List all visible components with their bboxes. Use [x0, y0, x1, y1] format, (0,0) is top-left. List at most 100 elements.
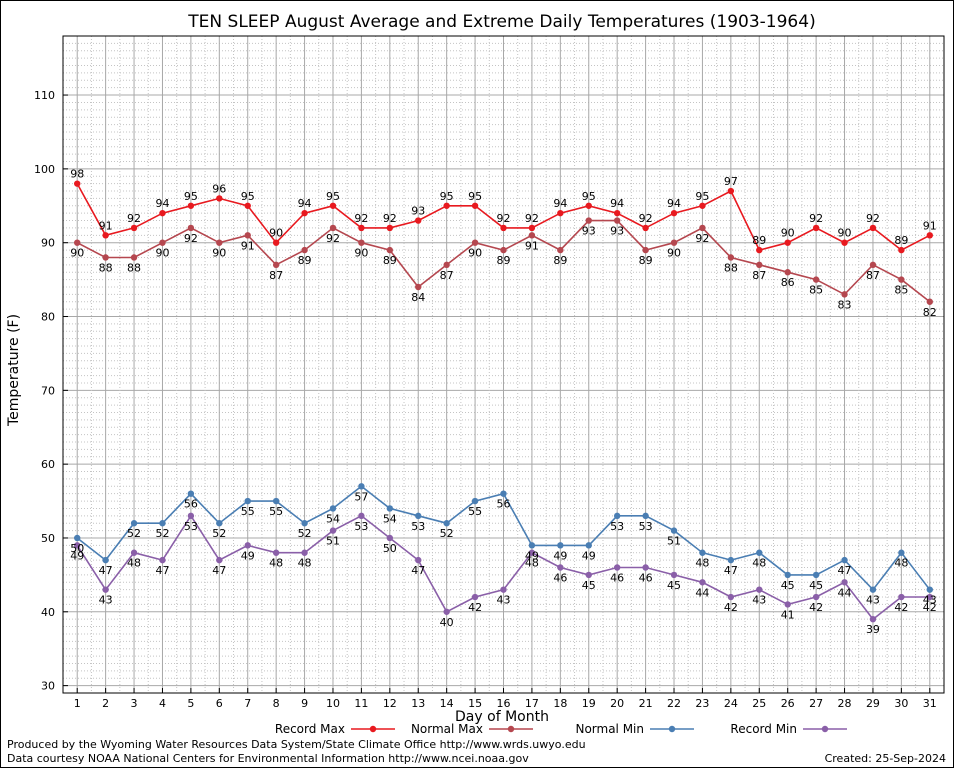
data-label: 92: [695, 232, 709, 245]
data-point: [557, 246, 564, 254]
data-point: [244, 542, 251, 549]
x-tick-label: 2: [102, 697, 109, 710]
data-label: 92: [866, 212, 880, 225]
data-point: [471, 239, 479, 246]
data-label: 91: [99, 219, 113, 232]
x-tick-label: 16: [497, 697, 511, 710]
data-label: 94: [298, 197, 312, 210]
y-tick-label: 100: [34, 163, 55, 176]
data-point: [926, 593, 933, 601]
data-point: [812, 276, 820, 283]
data-label: 53: [610, 520, 624, 533]
data-label: 90: [70, 247, 84, 260]
data-label: 47: [724, 564, 738, 577]
data-point: [500, 490, 507, 497]
data-label: 52: [440, 527, 454, 540]
x-tick-label: 23: [695, 697, 709, 710]
x-tick-label: 6: [216, 697, 223, 710]
data-label: 45: [667, 579, 681, 592]
data-point: [585, 202, 592, 209]
data-label: 83: [838, 298, 852, 311]
data-point: [272, 549, 280, 556]
data-point: [756, 549, 763, 556]
data-label: 89: [639, 254, 653, 267]
legend-label: Normal Min: [575, 722, 644, 736]
data-point: [557, 209, 564, 217]
series-record-max: [74, 180, 933, 254]
data-label: 91: [923, 219, 937, 232]
series-normal-min: [74, 483, 933, 593]
data-point: [784, 239, 791, 246]
series-normal-max: [74, 217, 933, 305]
data-point: [613, 217, 621, 224]
x-tick-label: 9: [301, 697, 308, 710]
data-point: [642, 564, 649, 571]
data-point: [301, 549, 308, 556]
data-label: 95: [582, 190, 596, 203]
data-point: [557, 564, 564, 571]
data-point: [187, 490, 195, 497]
data-point: [869, 224, 877, 232]
data-label: 92: [525, 212, 539, 225]
data-label: 90: [212, 247, 226, 260]
data-point: [727, 254, 735, 261]
data-label: 43: [923, 594, 937, 607]
data-point: [386, 224, 394, 232]
data-point: [898, 246, 905, 254]
data-point: [74, 534, 81, 542]
data-point: [756, 261, 763, 269]
x-axis-label: Day of Month: [455, 709, 549, 725]
x-tick-label: 1: [74, 697, 81, 710]
data-point: [102, 556, 109, 564]
data-point: [727, 593, 735, 601]
data-label: 48: [525, 557, 539, 570]
data-label: 52: [127, 527, 141, 540]
footer-courtesy: Data courtesy NOAA National Centers for …: [7, 752, 529, 765]
data-label: 92: [354, 212, 368, 225]
data-label: 98: [70, 168, 84, 181]
series-group: [74, 180, 933, 623]
x-tick-label: 3: [131, 697, 138, 710]
data-label: 89: [553, 254, 567, 267]
data-point: [841, 239, 848, 246]
data-label: 46: [610, 572, 624, 585]
legend-item: Normal Max: [411, 722, 533, 736]
data-point: [869, 615, 877, 623]
y-tick-label: 70: [41, 384, 55, 397]
legend-label: Normal Max: [411, 722, 483, 736]
data-point: [613, 209, 621, 217]
data-label: 82: [923, 306, 937, 319]
data-label: 47: [99, 564, 113, 577]
data-point: [642, 512, 649, 520]
x-tick-label: 11: [354, 697, 368, 710]
data-label: 90: [354, 247, 368, 260]
data-label: 49: [553, 549, 567, 562]
data-label: 42: [923, 601, 937, 614]
data-point: [216, 239, 223, 246]
data-labels: 98 91 92 94 95 96 95 90 94 95 92 92 93 95 95 92 92 94 95 94…: [70, 168, 937, 637]
data-point: [613, 512, 621, 520]
data-label: 95: [241, 190, 255, 203]
x-tick-label: 21: [639, 697, 653, 710]
data-point: [415, 217, 422, 224]
data-point: [216, 556, 223, 564]
data-label: 40: [440, 616, 454, 629]
data-label: 89: [298, 254, 312, 267]
data-label: 87: [269, 269, 283, 282]
data-label: 92: [184, 232, 198, 245]
data-label: 90: [838, 227, 852, 240]
legend-marker: [369, 725, 377, 733]
data-label: 97: [724, 175, 738, 188]
x-tick-label: 28: [838, 697, 852, 710]
data-point: [187, 202, 195, 209]
data-point: [74, 542, 81, 549]
data-point: [471, 593, 479, 601]
data-label: 42: [809, 601, 823, 614]
data-label: 50: [70, 542, 84, 555]
data-label: 89: [383, 254, 397, 267]
data-label: 51: [326, 535, 340, 548]
y-tick-label: 30: [41, 680, 55, 693]
data-label: 93: [610, 225, 624, 238]
data-label: 51: [667, 535, 681, 548]
data-point: [159, 556, 166, 564]
